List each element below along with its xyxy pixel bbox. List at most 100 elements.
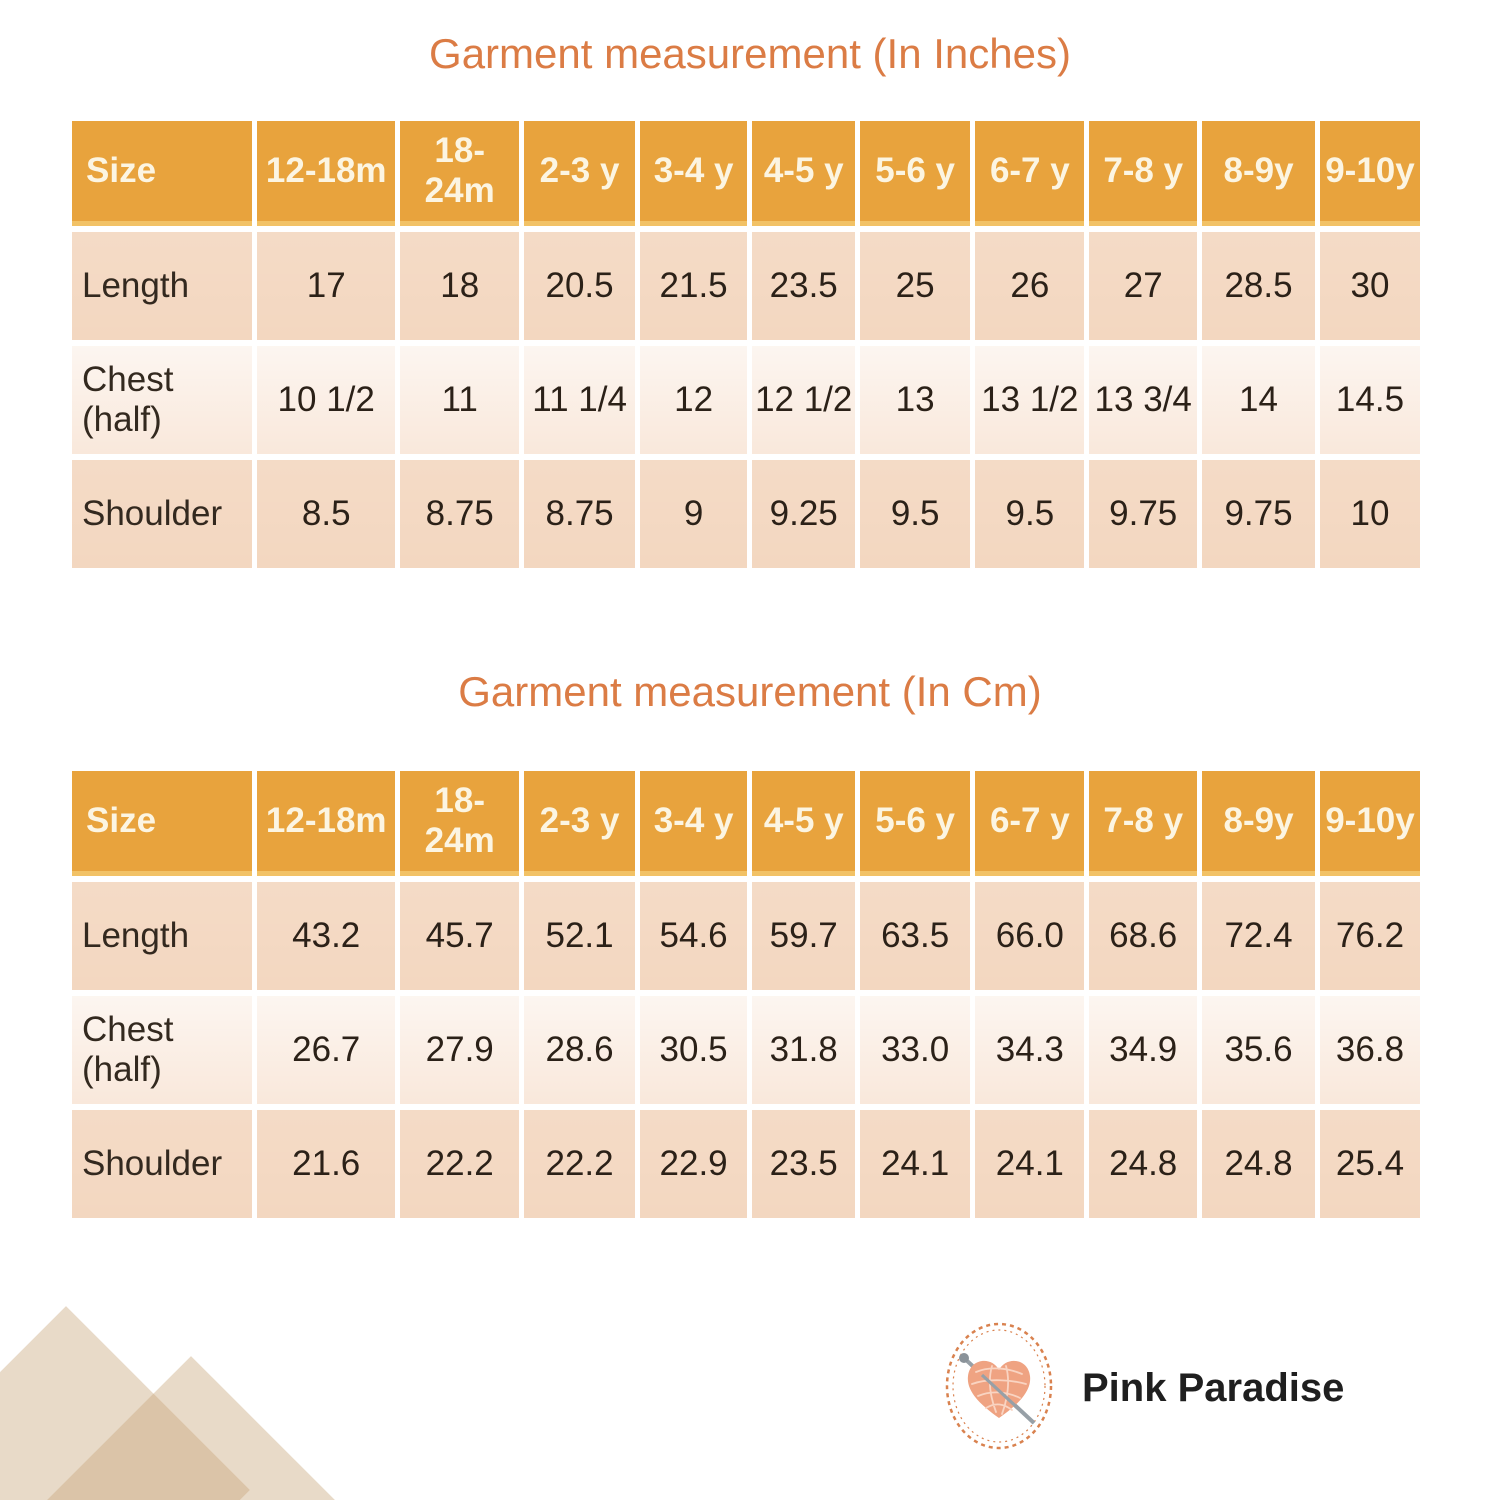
- table-title-inches: Garment measurement (In Inches): [429, 30, 1071, 77]
- measurement-value: 26: [975, 232, 1085, 340]
- measurement-value: 9.25: [752, 460, 855, 568]
- measurement-value: 13 1/2: [975, 346, 1085, 454]
- measurement-value: 12 1/2: [752, 346, 855, 454]
- measurement-value: 31.8: [752, 996, 855, 1104]
- measurement-value: 25: [859, 232, 971, 340]
- size-column-header: 18-24m: [400, 771, 520, 876]
- size-column-header: 12-18m: [257, 771, 395, 876]
- measurement-value: 26.7: [257, 996, 395, 1104]
- measurement-value: 21.5: [639, 232, 748, 340]
- measurement-value: 33.0: [859, 996, 971, 1104]
- measurement-value: 45.7: [400, 882, 520, 990]
- measurement-value: 63.5: [859, 882, 971, 990]
- measurement-value: 18: [400, 232, 520, 340]
- size-column-header: 5-6 y: [859, 121, 971, 226]
- header-row: Size 12-18m 18-24m 2-3 y 3-4 y 4-5 y 5-6 y 6-7 …: [72, 771, 1420, 876]
- table-row: Shoulder 21.6 22.2 22.2 22.9 23.5 24.1 24.1 24.8…: [72, 1110, 1420, 1218]
- measurement-value: 10 1/2: [257, 346, 395, 454]
- measurement-value: 8.75: [400, 460, 520, 568]
- measurement-value: 27.9: [400, 996, 520, 1104]
- size-column-header: 7-8 y: [1089, 121, 1198, 226]
- table-row: Length 17 18 20.5 21.5 23.5 25 26 27 28.5 30: [72, 232, 1420, 340]
- measurement-value: 9: [639, 460, 748, 568]
- size-column-header: 2-3 y: [524, 121, 635, 226]
- measurement-value: 11 1/4: [524, 346, 635, 454]
- measurement-value: 11: [400, 346, 520, 454]
- measurement-value: 13: [859, 346, 971, 454]
- size-column-header: 3-4 y: [639, 771, 748, 876]
- measurement-value: 8.5: [257, 460, 395, 568]
- measurement-value: 68.6: [1089, 882, 1198, 990]
- measurement-value: 10: [1319, 460, 1420, 568]
- measurement-value: 23.5: [752, 232, 855, 340]
- measurement-value: 24.1: [859, 1110, 971, 1218]
- measurement-value: 59.7: [752, 882, 855, 990]
- row-label: Chest (half): [72, 996, 253, 1104]
- measurement-value: 28.6: [524, 996, 635, 1104]
- size-column-header: 12-18m: [257, 121, 395, 226]
- header-row: Size 12-18m 18-24m 2-3 y 3-4 y 4-5 y 5-6 y 6-7 …: [72, 121, 1420, 226]
- measurement-value: 24.1: [975, 1110, 1085, 1218]
- measurement-value: 27: [1089, 232, 1198, 340]
- measurement-value: 30.5: [639, 996, 748, 1104]
- measurement-value: 34.3: [975, 996, 1085, 1104]
- size-column-header: 9-10y: [1319, 121, 1420, 226]
- measurement-value: 9.5: [859, 460, 971, 568]
- measurement-value: 9.75: [1202, 460, 1315, 568]
- measurement-table-cm: Size 12-18m 18-24m 2-3 y 3-4 y 4-5 y 5-6 y 6-7 …: [67, 765, 1425, 1224]
- yarn-heart-needle-icon: [942, 1318, 1056, 1459]
- measurement-value: 21.6: [257, 1110, 395, 1218]
- size-column-header: 2-3 y: [524, 771, 635, 876]
- measurement-value: 35.6: [1202, 996, 1315, 1104]
- row-label: Shoulder: [72, 1110, 253, 1218]
- size-column-header: 4-5 y: [752, 121, 855, 226]
- table-row: Chest (half) 26.7 27.9 28.6 30.5 31.8 33.0 34.3…: [72, 996, 1420, 1104]
- measurement-value: 52.1: [524, 882, 635, 990]
- measurement-value: 22.9: [639, 1110, 748, 1218]
- measurement-value: 17: [257, 232, 395, 340]
- measurement-value: 22.2: [400, 1110, 520, 1218]
- measurement-value: 9.75: [1089, 460, 1198, 568]
- measurement-value: 66.0: [975, 882, 1085, 990]
- size-column-header: 7-8 y: [1089, 771, 1198, 876]
- measurement-value: 8.75: [524, 460, 635, 568]
- brand-name: Pink Paradise: [1082, 1366, 1345, 1410]
- table-row: Chest (half) 10 1/2 11 11 1/4 12 12 1/2 13 13 1…: [72, 346, 1420, 454]
- table-title-cm: Garment measurement (In Cm): [458, 668, 1042, 715]
- table-row: Length 43.2 45.7 52.1 54.6 59.7 63.5 66.0 68.6 72…: [72, 882, 1420, 990]
- measurement-value: 14.5: [1319, 346, 1420, 454]
- measurement-value: 30: [1319, 232, 1420, 340]
- size-column-header: 8-9y: [1202, 771, 1315, 876]
- measurement-value: 20.5: [524, 232, 635, 340]
- row-label: Chest (half): [72, 346, 253, 454]
- measurement-value: 25.4: [1319, 1110, 1420, 1218]
- size-column-header: 8-9y: [1202, 121, 1315, 226]
- row-label: Shoulder: [72, 460, 253, 568]
- size-column-header: 3-4 y: [639, 121, 748, 226]
- measurement-value: 14: [1202, 346, 1315, 454]
- size-column-header: 9-10y: [1319, 771, 1420, 876]
- measurement-value: 24.8: [1089, 1110, 1198, 1218]
- row-label: Length: [72, 882, 253, 990]
- size-column-header: 6-7 y: [975, 121, 1085, 226]
- size-header-cell: Size: [72, 121, 253, 226]
- measurement-value: 22.2: [524, 1110, 635, 1218]
- table-row: Shoulder 8.5 8.75 8.75 9 9.25 9.5 9.5 9.75 9.75 10: [72, 460, 1420, 568]
- measurement-value: 12: [639, 346, 748, 454]
- size-column-header: 6-7 y: [975, 771, 1085, 876]
- measurement-value: 43.2: [257, 882, 395, 990]
- measurement-value: 13 3/4: [1089, 346, 1198, 454]
- size-header-cell: Size: [72, 771, 253, 876]
- measurement-value: 24.8: [1202, 1110, 1315, 1218]
- measurement-value: 23.5: [752, 1110, 855, 1218]
- measurement-value: 34.9: [1089, 996, 1198, 1104]
- measurement-value: 36.8: [1319, 996, 1420, 1104]
- row-label: Length: [72, 232, 253, 340]
- measurement-value: 72.4: [1202, 882, 1315, 990]
- size-column-header: 4-5 y: [752, 771, 855, 876]
- size-column-header: 18-24m: [400, 121, 520, 226]
- size-column-header: 5-6 y: [859, 771, 971, 876]
- brand-logo: Pink Paradise: [942, 1318, 1344, 1459]
- measurement-value: 9.5: [975, 460, 1085, 568]
